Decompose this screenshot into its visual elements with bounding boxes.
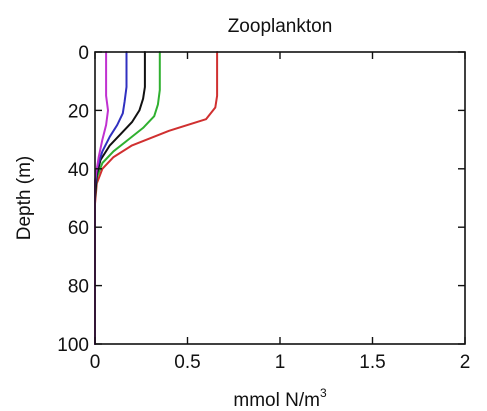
y-tick-label: 0 bbox=[78, 43, 89, 64]
x-axis-label-main: mmol N/m bbox=[233, 390, 320, 411]
series-line-5 bbox=[94, 51, 109, 345]
y-tick-label: 20 bbox=[68, 101, 89, 122]
x-axis-label: mmol N/m3 bbox=[233, 386, 327, 411]
x-axis-label-superscript: 3 bbox=[320, 386, 327, 400]
y-tick-label: 60 bbox=[68, 218, 89, 239]
plot-frame bbox=[94, 51, 466, 345]
x-tick-label: 2 bbox=[460, 352, 471, 373]
y-tick-label: 100 bbox=[57, 335, 89, 356]
series-line-4 bbox=[94, 51, 128, 345]
y-axis-label: Depth (m) bbox=[14, 156, 35, 240]
x-tick-label: 0 bbox=[90, 352, 101, 373]
series-line-2 bbox=[94, 51, 161, 345]
y-tick-label: 80 bbox=[68, 277, 89, 298]
series-line-3 bbox=[94, 51, 146, 345]
series-layer bbox=[94, 51, 219, 345]
x-tick-label: 0.5 bbox=[174, 352, 200, 373]
y-tick-label: 40 bbox=[68, 160, 89, 181]
x-tick-label: 1.5 bbox=[359, 352, 385, 373]
series-line-1 bbox=[94, 51, 219, 345]
x-tick-label: 1 bbox=[275, 352, 286, 373]
chart-title: Zooplankton bbox=[228, 16, 333, 37]
